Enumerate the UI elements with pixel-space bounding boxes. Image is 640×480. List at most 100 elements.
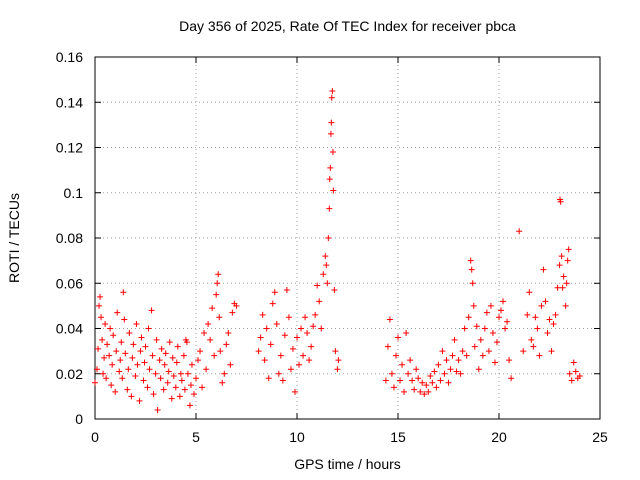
- data-point-marker: [506, 357, 513, 364]
- data-point-marker: [164, 379, 171, 386]
- data-point-marker: [508, 375, 515, 382]
- data-point-marker: [405, 370, 412, 377]
- data-point-marker: [98, 314, 105, 321]
- data-point-marker: [118, 339, 125, 346]
- data-point-marker: [493, 339, 500, 346]
- data-point-marker: [565, 246, 572, 253]
- data-point-marker: [126, 330, 133, 337]
- data-point-marker: [285, 314, 292, 321]
- data-point-marker: [463, 352, 470, 359]
- data-point-marker: [129, 354, 136, 361]
- data-point-marker: [219, 379, 226, 386]
- data-point-marker: [419, 379, 426, 386]
- data-point-marker: [277, 352, 284, 359]
- data-point-marker: [225, 330, 232, 337]
- y-tick-label: 0.02: [56, 366, 83, 382]
- data-point-marker: [516, 228, 523, 235]
- data-point-marker: [397, 377, 404, 384]
- data-point-marker: [119, 375, 126, 382]
- y-tick-label: 0.12: [56, 140, 83, 156]
- data-point-marker: [455, 357, 462, 364]
- data-point-marker: [481, 325, 488, 332]
- data-point-marker: [538, 302, 545, 309]
- data-point-marker: [318, 325, 325, 332]
- data-point-marker: [467, 257, 474, 264]
- data-point-marker: [205, 320, 212, 327]
- x-tick-label: 20: [491, 429, 507, 445]
- data-point-marker: [421, 391, 428, 398]
- data-point-marker: [184, 370, 191, 377]
- data-point-marker: [229, 309, 236, 316]
- data-point-marker: [221, 370, 228, 377]
- data-point-marker: [530, 343, 537, 350]
- data-point-marker: [110, 332, 117, 339]
- data-point-marker: [557, 198, 564, 205]
- data-point-marker: [320, 271, 327, 278]
- data-point-marker: [439, 348, 446, 355]
- data-point-marker: [265, 375, 272, 382]
- data-point-marker: [489, 330, 496, 337]
- data-point-marker: [141, 359, 148, 366]
- data-point-marker: [435, 361, 442, 368]
- data-point-marker: [177, 370, 184, 377]
- y-tick-label: 0: [75, 411, 83, 427]
- data-point-marker: [429, 379, 436, 386]
- data-point-marker: [469, 280, 476, 287]
- data-point-marker: [326, 205, 333, 212]
- data-point-marker: [132, 373, 139, 380]
- data-point-marker: [154, 406, 161, 413]
- data-point-marker: [211, 352, 218, 359]
- data-point-marker: [169, 354, 176, 361]
- data-point-marker: [327, 130, 334, 137]
- data-point-marker: [170, 373, 177, 380]
- data-point-marker: [214, 280, 221, 287]
- data-point-marker: [332, 348, 339, 355]
- data-point-marker: [112, 388, 119, 395]
- data-point-marker: [275, 370, 282, 377]
- data-point-marker: [504, 318, 511, 325]
- data-point-marker: [166, 339, 173, 346]
- data-point-marker: [116, 368, 123, 375]
- data-point-marker: [142, 343, 149, 350]
- data-point-marker: [122, 350, 129, 357]
- data-point-marker: [473, 323, 480, 330]
- data-point-marker: [217, 348, 224, 355]
- data-point-marker: [294, 334, 300, 341]
- data-point-marker: [195, 357, 202, 364]
- data-point-marker: [559, 284, 566, 291]
- data-point-marker: [173, 359, 180, 366]
- data-point-marker: [193, 375, 199, 382]
- data-point-marker: [201, 330, 208, 337]
- data-point-marker: [190, 391, 197, 398]
- data-point-marker: [186, 402, 193, 409]
- data-point-marker: [562, 302, 569, 309]
- data-point-marker: [546, 316, 553, 323]
- data-point-marker: [146, 366, 153, 373]
- data-point-marker: [413, 366, 420, 373]
- data-point-marker: [298, 325, 305, 332]
- data-point-marker: [487, 302, 494, 309]
- data-point-marker: [144, 384, 151, 391]
- data-point-marker: [291, 388, 298, 395]
- data-point-marker: [308, 343, 315, 350]
- x-tick-label: 5: [192, 429, 200, 445]
- y-tick-label: 0.1: [64, 185, 84, 201]
- data-point-marker: [130, 341, 137, 348]
- data-point-marker: [532, 314, 539, 321]
- data-point-marker: [500, 298, 507, 305]
- data-point-marker: [121, 316, 128, 323]
- data-point-marker: [227, 361, 234, 368]
- data-point-marker: [149, 352, 156, 359]
- data-point-marker: [271, 289, 278, 296]
- data-point-marker: [108, 382, 115, 389]
- data-point-marker: [148, 307, 155, 314]
- data-point-marker: [441, 370, 448, 377]
- data-point-marker: [213, 291, 220, 298]
- data-point-marker: [425, 388, 432, 395]
- data-point-marker: [461, 325, 468, 332]
- data-point-marker: [468, 266, 475, 273]
- data-point-marker: [183, 339, 190, 346]
- data-point-marker: [113, 348, 120, 355]
- data-point-marker: [273, 320, 280, 327]
- data-point-marker: [209, 305, 216, 312]
